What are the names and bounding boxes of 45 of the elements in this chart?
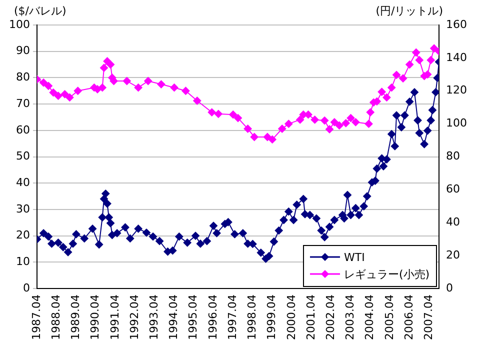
x-tick-label: 1996.04 — [206, 294, 220, 340]
x-tick-label: 2001.04 — [304, 294, 318, 340]
y2-tick-label: 140 — [446, 50, 468, 64]
y-tick-label: 0 — [22, 281, 30, 294]
x-tick-label: 1991.04 — [108, 294, 122, 340]
legend-label: WTI — [344, 250, 365, 264]
x-tick-label: 2003.04 — [344, 294, 357, 340]
x-tick-label: 2005.04 — [382, 294, 396, 340]
x-tick-label: 2000.04 — [284, 294, 298, 340]
y2-tick-label: 20 — [446, 248, 460, 262]
y-tick-label: 80 — [16, 70, 30, 84]
x-tick-label: 2007.04 — [422, 294, 436, 340]
x-tick-label: 1993.04 — [148, 294, 161, 340]
x-tick-label: 2002.04 — [324, 294, 338, 340]
x-tick-label: 1992.04 — [128, 294, 141, 340]
y2-tick-label: 160 — [446, 18, 468, 31]
y-tick-label: 30 — [16, 202, 30, 216]
y-tick-label: 40 — [16, 176, 30, 189]
y-tick-label: 10 — [16, 255, 30, 268]
x-tick-label: 1999.04 — [265, 294, 278, 340]
x-tick-label: 1994.04 — [167, 294, 180, 340]
y-tick-label: 70 — [16, 96, 30, 110]
y2-tick-label: 120 — [446, 84, 468, 97]
legend-label: レギュラー(小売) — [344, 266, 430, 282]
y2-tick-label: 0 — [446, 281, 454, 294]
x-tick-label: 1989.04 — [69, 294, 82, 340]
y-tick-label: 60 — [16, 123, 30, 136]
y2-tick-label: 60 — [446, 182, 460, 196]
x-tick-label: 1995.04 — [186, 294, 200, 340]
y2-tick-label: 80 — [446, 150, 460, 163]
x-tick-label: 1988.04 — [49, 294, 62, 340]
x-tick-label: 1997.04 — [226, 294, 239, 340]
y-tick-label: 100 — [8, 18, 30, 31]
x-tick-label: 2004.04 — [363, 294, 376, 340]
y-tick-label: 50 — [16, 150, 30, 163]
y-tick-label: 20 — [16, 228, 30, 242]
y-axis-title: ($/バレル) — [14, 4, 66, 18]
x-tick-label: 2006.04 — [402, 294, 416, 340]
x-tick-label: 1987.04 — [30, 294, 43, 340]
y-tick-label: 90 — [16, 44, 30, 58]
x-tick-label: 1998.04 — [246, 294, 259, 340]
y2-axis-title: (円/リットル) — [376, 4, 444, 18]
y2-tick-label: 40 — [446, 215, 460, 228]
y2-tick-label: 100 — [446, 116, 468, 130]
x-tick-label: 1990.04 — [88, 294, 102, 340]
